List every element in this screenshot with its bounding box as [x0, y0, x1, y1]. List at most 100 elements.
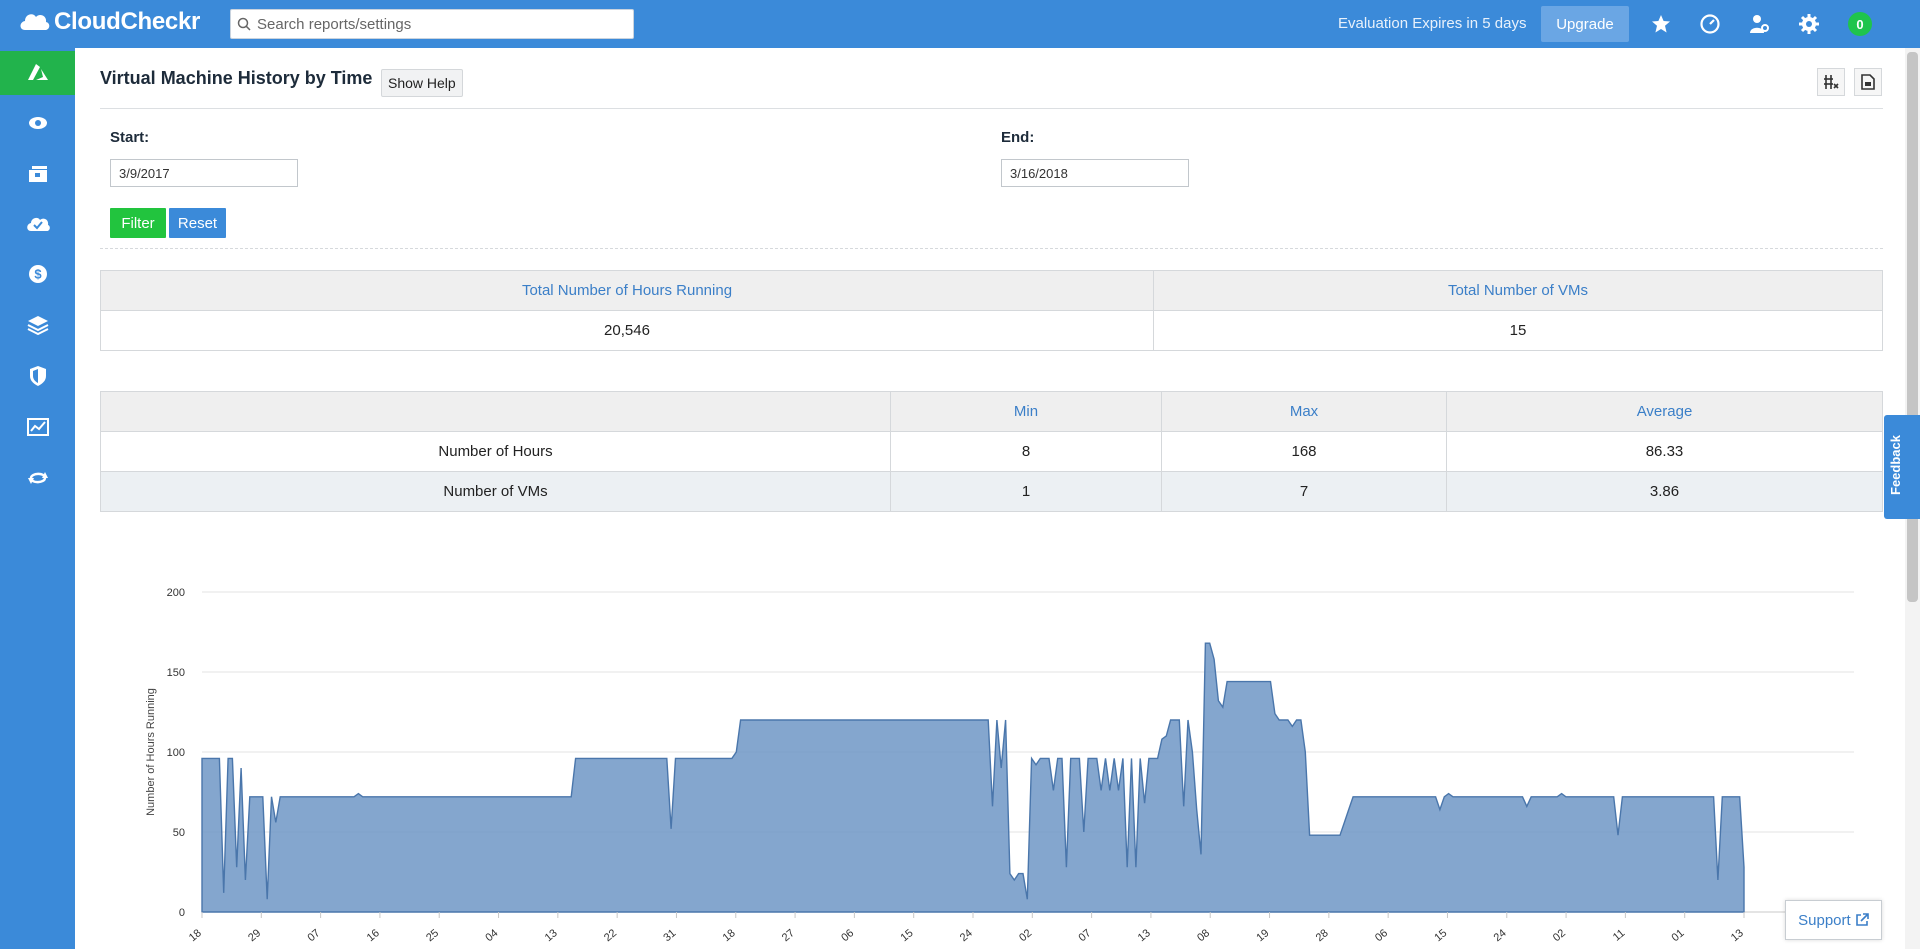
filter-button[interactable]: Filter	[110, 208, 166, 238]
sidebar: $	[0, 48, 75, 949]
cloud-logo-icon	[20, 14, 50, 30]
stats-header-average[interactable]: Average	[1446, 391, 1883, 432]
search-input[interactable]	[257, 15, 617, 33]
sidebar-item-inventory[interactable]	[0, 152, 75, 196]
x-tick-label: 16	[365, 927, 382, 944]
y-tick-label: 50	[173, 827, 185, 839]
stats-max: 168	[1161, 431, 1447, 472]
x-tick-label: 13	[543, 927, 560, 944]
azure-logo-icon	[27, 64, 48, 80]
x-tick-label: 18	[187, 927, 204, 944]
document-icon	[1861, 74, 1875, 90]
support-button[interactable]: Support	[1785, 900, 1882, 940]
stats-average: 86.33	[1446, 431, 1883, 472]
external-link-icon	[1856, 913, 1869, 926]
stats-min: 8	[890, 431, 1162, 472]
x-tick-label: 01	[1670, 927, 1687, 944]
x-tick-label: 08	[1195, 927, 1212, 944]
logo[interactable]: CloudCheckr	[18, 8, 200, 36]
y-axis-label: Number of Hours Running	[145, 688, 157, 816]
series-area	[201, 642, 1745, 913]
stats-header-min[interactable]: Min	[890, 391, 1162, 432]
start-label: Start:	[110, 129, 150, 146]
star-icon[interactable]	[1649, 12, 1673, 36]
end-date-input[interactable]: 3/16/2018	[1001, 159, 1189, 187]
sidebar-item-automation[interactable]	[0, 456, 75, 500]
x-tick-label: 13	[1136, 927, 1153, 944]
y-tick-label: 200	[167, 587, 185, 599]
top-bar: CloudCheckr Evaluation Expires in 5 days…	[0, 0, 1920, 48]
sidebar-item-reports[interactable]	[0, 405, 75, 449]
feedback-tab[interactable]: Feedback	[1884, 415, 1920, 519]
scrollbar-thumb[interactable]	[1907, 52, 1918, 602]
table-row: Number of Hours 8 168 86.33	[100, 431, 1883, 472]
divider	[100, 248, 1883, 249]
summary-header-hours[interactable]: Total Number of Hours Running	[100, 270, 1154, 311]
stats-header-max[interactable]: Max	[1161, 391, 1447, 432]
stats-header-blank	[100, 391, 891, 432]
y-tick-label: 100	[167, 747, 185, 759]
x-tick-label: 18	[721, 927, 738, 944]
gear-icon[interactable]	[1797, 12, 1821, 36]
summary-hours-value: 20,546	[100, 310, 1154, 351]
start-date-input[interactable]: 3/9/2017	[110, 159, 298, 187]
refresh-icon	[27, 472, 48, 484]
y-tick-label: 0	[179, 907, 185, 919]
page-title: Virtual Machine History by Time	[100, 68, 373, 88]
sidebar-item-security[interactable]	[0, 354, 75, 398]
eye-icon	[28, 117, 47, 129]
stats-row-label: Number of VMs	[100, 471, 891, 512]
x-tick-label: 15	[1432, 927, 1449, 944]
svg-text:$: $	[34, 267, 42, 282]
x-tick-label: 11	[1611, 927, 1627, 944]
evaluation-text: Evaluation Expires in 5 days	[1338, 15, 1527, 32]
dollar-icon: $	[28, 265, 47, 283]
summary-table: Total Number of Hours Running Total Numb…	[100, 270, 1883, 351]
sidebar-item-visibility[interactable]	[0, 101, 75, 145]
x-tick-label: 06	[839, 927, 856, 944]
summary-vms-value: 15	[1153, 310, 1883, 351]
stats-min: 1	[890, 471, 1162, 512]
summary-header-vms[interactable]: Total Number of VMs	[1153, 270, 1883, 311]
chart-icon	[26, 418, 49, 436]
sidebar-item-cost[interactable]: $	[0, 252, 75, 296]
user-settings-icon[interactable]	[1747, 12, 1771, 36]
x-tick-label: 25	[424, 927, 441, 944]
divider	[100, 108, 1883, 109]
feedback-label: Feedback	[1888, 435, 1903, 495]
clear-filters-button[interactable]	[1817, 68, 1845, 96]
inventory-icon	[28, 166, 47, 182]
gauge-icon[interactable]	[1698, 12, 1722, 36]
x-tick-label: 24	[1492, 927, 1509, 944]
x-tick-label: 31	[661, 927, 678, 944]
x-tick-label: 28	[1314, 927, 1331, 944]
app-name: CloudCheckr	[54, 8, 201, 35]
x-tick-label: 19	[1254, 927, 1271, 944]
x-tick-label: 04	[483, 927, 500, 944]
reset-button[interactable]: Reset	[169, 208, 226, 238]
y-tick-label: 150	[167, 667, 185, 679]
export-button[interactable]	[1854, 68, 1882, 96]
sidebar-item-usage[interactable]	[0, 303, 75, 347]
notifications-badge[interactable]: 0	[1848, 12, 1872, 36]
stats-average: 3.86	[1446, 471, 1883, 512]
layers-icon	[27, 316, 48, 335]
upgrade-button[interactable]: Upgrade	[1541, 6, 1629, 42]
hours-running-chart: 0 50 100 150 200 Number of Hours Running 18 29 0…	[145, 587, 1854, 944]
x-tick-label: 27	[780, 927, 797, 944]
x-tick-label: 22	[602, 927, 619, 944]
x-tick-label: 15	[899, 927, 916, 944]
sidebar-item-availability[interactable]	[0, 202, 75, 246]
stats-table: Min Max Average Number of Hours 8 168 86…	[100, 391, 1883, 512]
show-help-button[interactable]: Show Help	[381, 69, 463, 97]
stats-max: 7	[1161, 471, 1447, 512]
x-tick-label: 06	[1373, 927, 1390, 944]
end-label: End:	[1001, 129, 1035, 146]
x-tick-label: 29	[246, 927, 263, 944]
x-tick-label: 07	[1076, 927, 1093, 944]
sidebar-item-azure[interactable]	[0, 51, 75, 95]
search-icon	[231, 17, 257, 31]
filter-clear-icon	[1824, 75, 1839, 89]
cloud-check-icon	[26, 217, 50, 231]
search-box[interactable]	[230, 9, 634, 39]
